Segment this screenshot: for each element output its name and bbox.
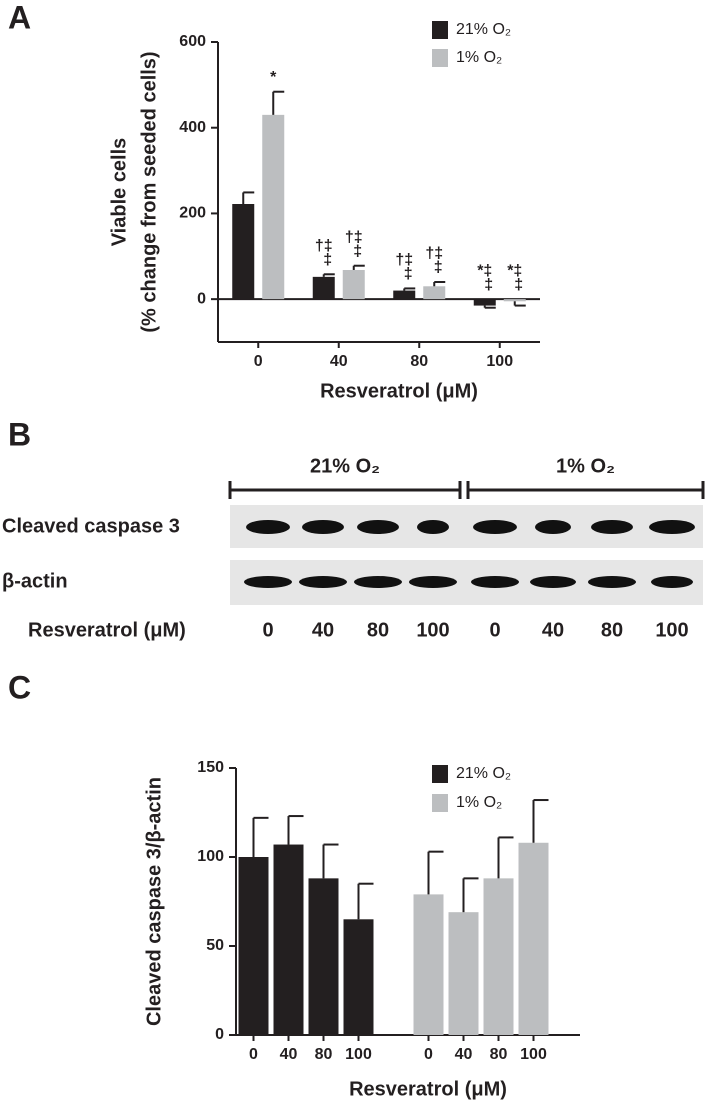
legend-label: 1% O₂ xyxy=(456,49,502,66)
y-tick-label: 200 xyxy=(179,205,206,222)
x-axis-title: Resveratrol (μM) xyxy=(320,380,478,402)
bar xyxy=(483,878,514,1035)
bar xyxy=(262,114,285,300)
blot-band xyxy=(473,520,517,534)
x-tick-label: 80 xyxy=(410,353,428,370)
legend-label: 21% O₂ xyxy=(456,765,511,782)
blot-band xyxy=(530,576,576,588)
group-label: 1% O₂ xyxy=(556,455,615,477)
x-tick-label: 40 xyxy=(330,353,348,370)
blot-band xyxy=(417,520,449,534)
y-axis-title: Viable cells xyxy=(108,138,130,247)
lane-label: 0 xyxy=(262,619,273,641)
x-axis-title: Resveratrol (μM) xyxy=(349,1078,507,1100)
annotation: ‡ xyxy=(404,266,413,283)
y-axis-title: Cleaved caspase 3/β-actin xyxy=(143,777,165,1026)
y-axis-title: (% change from seeded cells) xyxy=(138,51,160,332)
y-tick-label: 400 xyxy=(179,119,206,136)
bar xyxy=(232,204,255,300)
annotation: †‡ xyxy=(425,245,443,262)
bar xyxy=(308,878,339,1035)
bar xyxy=(518,842,549,1035)
bar xyxy=(343,919,374,1035)
x-tick-label: 80 xyxy=(490,1046,508,1063)
panel-letter: B xyxy=(8,416,31,452)
y-tick-label: 0 xyxy=(197,290,206,307)
x-tick-label: 0 xyxy=(254,353,263,370)
annotation: †‡ xyxy=(315,238,333,255)
x-axis-title: Resveratrol (μM) xyxy=(28,619,186,641)
lane-label: 100 xyxy=(655,619,688,641)
lane-label: 80 xyxy=(367,619,389,641)
bar xyxy=(423,286,446,300)
panel-letter: C xyxy=(8,669,31,705)
row-label: β-actin xyxy=(2,570,68,592)
bar xyxy=(503,299,526,302)
bar xyxy=(413,894,444,1035)
annotation: †‡ xyxy=(395,252,413,269)
legend-swatch xyxy=(432,21,448,39)
blot-band xyxy=(651,576,693,588)
lane-label: 40 xyxy=(542,619,564,641)
legend-label: 21% O₂ xyxy=(456,21,511,38)
blot-band xyxy=(299,576,347,588)
x-tick-label: 100 xyxy=(486,353,513,370)
y-tick-label: 600 xyxy=(179,33,206,50)
x-tick-label: 0 xyxy=(424,1046,433,1063)
bar xyxy=(273,844,304,1035)
y-tick-label: 100 xyxy=(197,848,224,865)
bar xyxy=(312,276,335,300)
legend-swatch xyxy=(432,794,448,812)
x-tick-label: 80 xyxy=(315,1046,333,1063)
annotation: ‡ xyxy=(514,276,523,293)
lane-label: 100 xyxy=(416,619,449,641)
annotation: *‡ xyxy=(477,262,492,279)
blot-band xyxy=(588,576,636,588)
legend-swatch xyxy=(432,765,448,783)
panel-letter: A xyxy=(8,0,31,35)
group-label: 21% O₂ xyxy=(310,455,380,477)
bar xyxy=(238,857,269,1035)
lane-label: 0 xyxy=(489,619,500,641)
y-tick-label: 150 xyxy=(197,759,224,776)
annotation: ‡ xyxy=(434,259,443,276)
y-tick-label: 50 xyxy=(206,937,224,954)
x-tick-label: 40 xyxy=(455,1046,473,1063)
blot-band xyxy=(302,520,344,534)
blot-band xyxy=(535,520,571,534)
row-label: Cleaved caspase 3 xyxy=(2,515,180,537)
blot-band xyxy=(357,520,399,534)
legend-swatch xyxy=(432,49,448,67)
x-tick-label: 0 xyxy=(249,1046,258,1063)
lane-label: 40 xyxy=(312,619,334,641)
x-tick-label: 40 xyxy=(280,1046,298,1063)
blot-band xyxy=(409,576,457,588)
legend-label: 1% O₂ xyxy=(456,794,502,811)
blot-band xyxy=(246,520,290,534)
bar xyxy=(473,299,496,306)
annotation: ‡ xyxy=(353,243,362,260)
blot-band xyxy=(471,576,519,588)
bar xyxy=(448,912,479,1035)
lane-label: 80 xyxy=(601,619,623,641)
annotation: *‡ xyxy=(507,262,522,279)
blot-band xyxy=(649,520,695,534)
x-tick-label: 100 xyxy=(345,1046,372,1063)
y-tick-label: 0 xyxy=(215,1026,224,1043)
annotation: ‡ xyxy=(323,252,332,269)
blot-band xyxy=(244,576,292,588)
annotation: * xyxy=(270,69,277,86)
annotation: †‡ xyxy=(345,229,363,246)
annotation: ‡ xyxy=(484,276,493,293)
blot-band xyxy=(354,576,402,588)
bar xyxy=(342,270,365,300)
bar xyxy=(393,290,416,300)
blot-band xyxy=(591,520,633,534)
x-tick-label: 100 xyxy=(520,1046,547,1063)
